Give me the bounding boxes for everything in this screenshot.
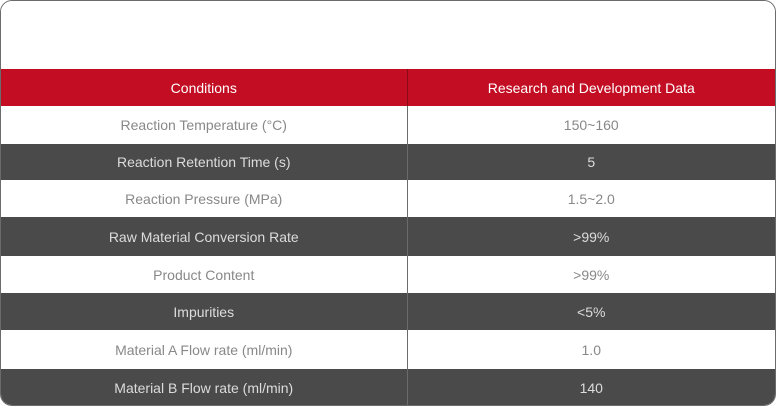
condition-cell: Material A Flow rate (ml/min) bbox=[1, 330, 408, 369]
value-cell: >99% bbox=[407, 256, 775, 293]
value-cell: 1.5~2.0 bbox=[407, 180, 775, 217]
condition-cell: Product Content bbox=[1, 256, 408, 293]
table-row: Product Content >99% bbox=[1, 256, 775, 293]
condition-cell: Reaction Retention Time (s) bbox=[1, 144, 408, 180]
value-cell: 140 bbox=[407, 369, 775, 405]
table-row: Material A Flow rate (ml/min) 1.0 bbox=[1, 330, 775, 369]
table-header-row: Conditions Research and Development Data bbox=[1, 69, 775, 106]
conditions-table: Conditions Research and Development Data… bbox=[1, 69, 775, 405]
table-row: Reaction Pressure (MPa) 1.5~2.0 bbox=[1, 180, 775, 217]
condition-cell: Impurities bbox=[1, 293, 408, 330]
condition-cell: Raw Material Conversion Rate bbox=[1, 217, 408, 256]
table-row: Raw Material Conversion Rate >99% bbox=[1, 217, 775, 256]
table-row: Impurities <5% bbox=[1, 293, 775, 330]
column-header-rd-data: Research and Development Data bbox=[407, 69, 775, 106]
table-row: Material B Flow rate (ml/min) 140 bbox=[1, 369, 775, 405]
value-cell: 150~160 bbox=[407, 106, 775, 144]
column-header-conditions: Conditions bbox=[1, 69, 408, 106]
value-cell: >99% bbox=[407, 217, 775, 256]
card-header-area bbox=[1, 1, 775, 69]
table-row: Reaction Retention Time (s) 5 bbox=[1, 144, 775, 180]
value-cell: 5 bbox=[407, 144, 775, 180]
value-cell: 1.0 bbox=[407, 330, 775, 369]
table-row: Reaction Temperature (°C) 150~160 bbox=[1, 106, 775, 144]
value-cell: <5% bbox=[407, 293, 775, 330]
condition-cell: Material B Flow rate (ml/min) bbox=[1, 369, 408, 405]
condition-cell: Reaction Temperature (°C) bbox=[1, 106, 408, 144]
condition-cell: Reaction Pressure (MPa) bbox=[1, 180, 408, 217]
